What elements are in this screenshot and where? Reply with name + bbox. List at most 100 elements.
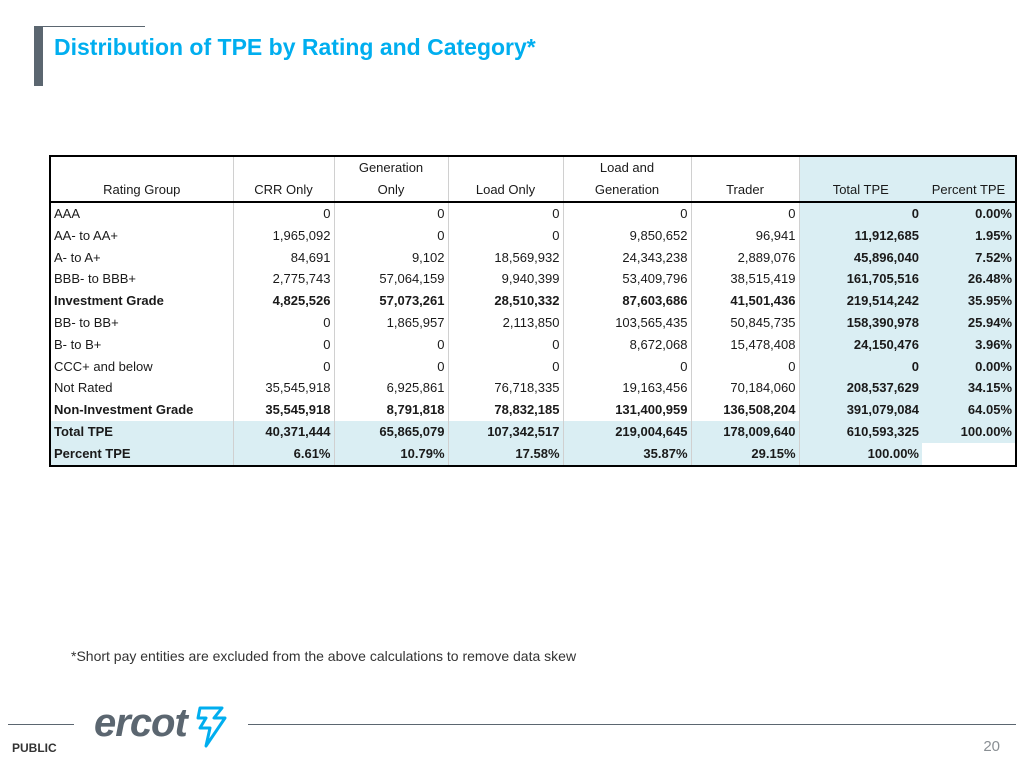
table-cell: 1,965,092 — [233, 224, 335, 247]
header-row-top: Generation Load and — [50, 156, 1016, 179]
header-crr-only: CRR Only — [233, 179, 335, 203]
page-number: 20 — [983, 738, 1000, 755]
row-label: BB- to BB+ — [50, 311, 234, 334]
table-cell: 0 — [563, 355, 692, 378]
table-cell: 0 — [448, 202, 564, 225]
table-cell: 0 — [334, 355, 449, 378]
table-cell: 0.00% — [922, 202, 1016, 225]
row-label: Not Rated — [50, 377, 234, 400]
table-cell: 131,400,959 — [563, 399, 692, 421]
table-row: CCC+ and below 0 0 0 0 0 0 0.00% — [50, 355, 1016, 378]
row-label: CCC+ and below — [50, 355, 234, 378]
table-cell: 3.96% — [922, 333, 1016, 356]
footnote: *Short pay entities are excluded from th… — [71, 648, 577, 664]
table-cell: 0 — [233, 202, 335, 225]
table-cell: 41,501,436 — [691, 290, 800, 312]
table-cell: 24,150,476 — [799, 333, 922, 356]
table-cell: 219,514,242 — [799, 290, 922, 312]
table-cell: 391,079,084 — [799, 399, 922, 421]
table-cell: 18,569,932 — [448, 246, 564, 269]
classification-label: PUBLIC — [12, 741, 57, 755]
table-cell: 0 — [233, 355, 335, 378]
tpe-table-container: Generation Load and Rating Group CRR Onl… — [49, 155, 1017, 467]
table-cell: 0 — [799, 355, 922, 378]
ercot-logo: ercot — [94, 701, 227, 748]
table-cell: 84,691 — [233, 246, 335, 269]
slide-title: Distribution of TPE by Rating and Catego… — [54, 34, 536, 60]
table-cell: 26.48% — [922, 268, 1016, 291]
table-cell: 136,508,204 — [691, 399, 800, 421]
table-cell: 35.95% — [922, 290, 1016, 312]
table-cell: 40,371,444 — [233, 420, 335, 443]
table-cell: 2,889,076 — [691, 246, 800, 269]
table-cell: 10.79% — [334, 442, 449, 466]
table-row: Total TPE 40,371,444 65,865,079 107,342,517… — [50, 420, 1016, 443]
table-cell: 178,009,640 — [691, 420, 800, 443]
row-label: Non-Investment Grade — [50, 399, 234, 421]
tpe-distribution-table: Generation Load and Rating Group CRR Onl… — [49, 155, 1017, 467]
title-accent-bar — [34, 26, 43, 86]
table-row: BB- to BB+ 0 1,865,957 2,113,850 103,565,435… — [50, 311, 1016, 334]
table-cell: 0 — [448, 224, 564, 247]
row-label: BBB- to BBB+ — [50, 268, 234, 291]
header-cell: Generation — [334, 156, 449, 179]
footer-line-left — [8, 724, 74, 725]
header-rating-group: Rating Group — [50, 179, 234, 203]
table-cell: 100.00% — [799, 442, 922, 466]
row-label: B- to B+ — [50, 333, 234, 356]
table-cell: 9,850,652 — [563, 224, 692, 247]
table-row: AA- to AA+ 1,965,092 0 0 9,850,652 96,941 11,9… — [50, 224, 1016, 247]
table-row: Not Rated 35,545,918 6,925,861 76,718,335 19… — [50, 377, 1016, 400]
row-label: AAA — [50, 202, 234, 225]
table-cell: 15,478,408 — [691, 333, 800, 356]
table-cell: 4,825,526 — [233, 290, 335, 312]
table-cell: 65,865,079 — [334, 420, 449, 443]
table-cell: 0 — [691, 202, 800, 225]
header-cell — [691, 156, 800, 179]
table-cell: 219,004,645 — [563, 420, 692, 443]
table-cell: 9,940,399 — [448, 268, 564, 291]
row-label: A- to A+ — [50, 246, 234, 269]
table-row: Percent TPE 6.61% 10.79% 17.58% 35.87% 29.15%… — [50, 442, 1016, 466]
table-cell: 161,705,516 — [799, 268, 922, 291]
table-cell: 1,865,957 — [334, 311, 449, 334]
table-cell: 64.05% — [922, 399, 1016, 421]
table-cell: 35,545,918 — [233, 377, 335, 400]
header-load-and-generation: Generation — [563, 179, 692, 203]
table-cell — [922, 442, 1016, 466]
table-cell: 0.00% — [922, 355, 1016, 378]
table-cell: 8,791,818 — [334, 399, 449, 421]
header-cell — [50, 156, 234, 179]
table-cell: 57,073,261 — [334, 290, 449, 312]
table-cell: 38,515,419 — [691, 268, 800, 291]
header-cell — [799, 156, 922, 179]
row-label: Total TPE — [50, 420, 234, 443]
table-cell: 0 — [563, 202, 692, 225]
table-cell: 2,775,743 — [233, 268, 335, 291]
table-cell: 0 — [334, 333, 449, 356]
table-cell: 96,941 — [691, 224, 800, 247]
title-accent-line — [43, 26, 145, 27]
header-cell: Load and — [563, 156, 692, 179]
header-row-bottom: Rating Group CRR Only Only Load Only Gen… — [50, 179, 1016, 203]
table-cell: 0 — [334, 202, 449, 225]
table-cell: 610,593,325 — [799, 420, 922, 443]
table-cell: 7.52% — [922, 246, 1016, 269]
table-row: A- to A+ 84,691 9,102 18,569,932 24,343,238 2… — [50, 246, 1016, 269]
table-cell: 100.00% — [922, 420, 1016, 443]
table-cell: 78,832,185 — [448, 399, 564, 421]
table-cell: 208,537,629 — [799, 377, 922, 400]
header-percent-tpe: Percent TPE — [922, 179, 1016, 203]
row-label: AA- to AA+ — [50, 224, 234, 247]
table-cell: 9,102 — [334, 246, 449, 269]
table-cell: 0 — [233, 333, 335, 356]
table-body: AAA 0 0 0 0 0 0 0.00% AA- to AA+ 1,965,092 0 0 9,850… — [50, 202, 1016, 466]
header-cell — [233, 156, 335, 179]
table-cell: 0 — [233, 311, 335, 334]
header-cell — [448, 156, 564, 179]
header-cell — [922, 156, 1016, 179]
table-row: Non-Investment Grade 35,545,918 8,791,818 7… — [50, 399, 1016, 421]
header-generation-only: Only — [334, 179, 449, 203]
table-cell: 107,342,517 — [448, 420, 564, 443]
table-cell: 6.61% — [233, 442, 335, 466]
